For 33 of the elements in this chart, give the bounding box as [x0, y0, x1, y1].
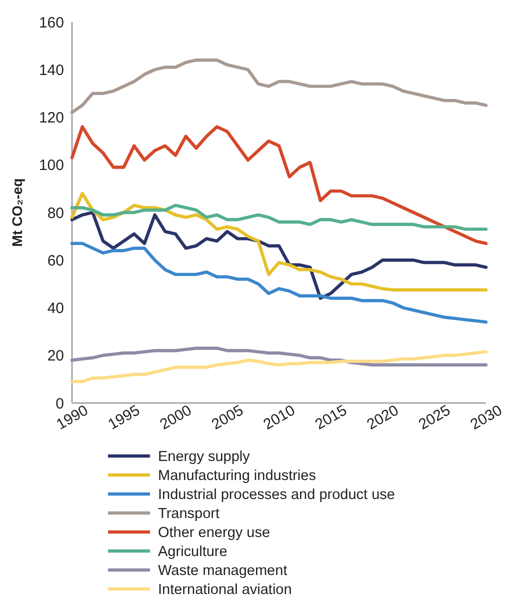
line-series	[70, 210, 488, 300]
legend-label: Other energy use	[158, 525, 270, 542]
x-tick-label: 2005	[208, 402, 246, 434]
x-tick-label: 2010	[260, 402, 298, 434]
legend-label: Agriculture	[158, 544, 228, 560]
y-tick-label: 60	[47, 252, 64, 270]
line-series	[70, 125, 488, 246]
line-series	[70, 204, 488, 231]
legend-label: Waste management	[158, 563, 288, 580]
legend-label: Industrial processes and product use	[158, 487, 395, 504]
line-series	[70, 192, 488, 292]
line-series	[70, 58, 488, 114]
line-series	[70, 346, 488, 366]
line-series	[70, 350, 488, 384]
y-tick-label: 160	[38, 14, 64, 32]
legend-label: Manufacturing industries	[158, 468, 316, 484]
legend-label: Transport	[158, 506, 220, 522]
x-tick-label: 1995	[105, 402, 143, 434]
x-tick-label: 2030	[468, 402, 506, 434]
x-tick-label: 2015	[312, 402, 350, 434]
x-tick-label: 2000	[157, 402, 195, 434]
y-tick-label: 80	[47, 204, 64, 222]
x-tick-label: 2020	[364, 402, 402, 434]
y-tick-label: 140	[38, 62, 64, 79]
legend-label: International aviation	[158, 582, 292, 598]
y-tick-label: 20	[47, 348, 64, 365]
y-axis-title: Mt CO₂-eq	[9, 178, 25, 247]
line-series	[70, 242, 488, 324]
y-tick-label: 40	[47, 300, 64, 317]
y-tick-label: 100	[38, 157, 64, 174]
y-tick-label: 120	[38, 110, 64, 126]
x-tick-label: 2025	[416, 402, 454, 434]
legend-label: Energy supply	[158, 449, 251, 466]
